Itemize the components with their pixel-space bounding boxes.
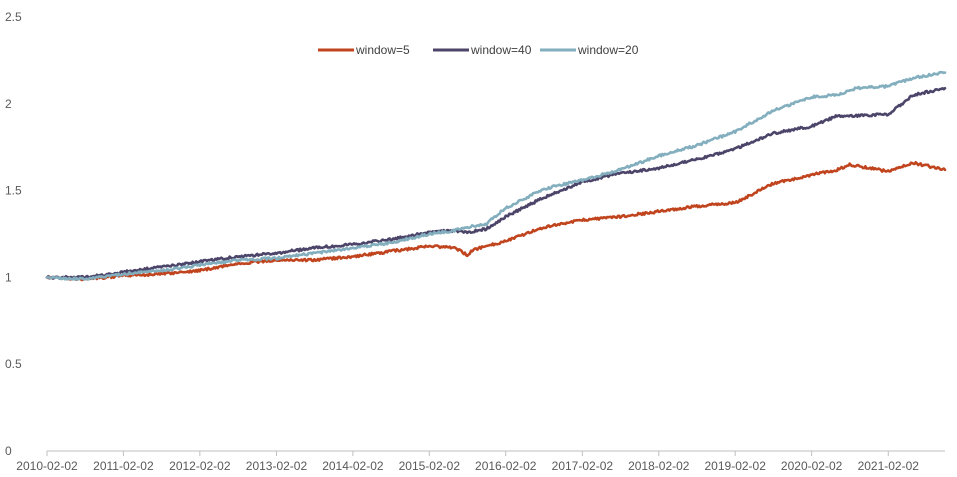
series-lines xyxy=(45,70,947,282)
y-tick-label: 0 xyxy=(5,444,12,458)
x-tick-label: 2018-02-02 xyxy=(628,459,690,473)
x-tick-label: 2017-02-02 xyxy=(552,459,614,473)
x-tick-label: 2010-02-02 xyxy=(16,459,78,473)
x-tick-label: 2021-02-02 xyxy=(858,459,920,473)
series-line-window-40 xyxy=(45,86,947,280)
y-tick-label: 0.5 xyxy=(5,357,22,371)
y-axis-tick-labels: 0 0.5 1 1.5 2 2.5 xyxy=(5,10,22,458)
x-tick-label: 2013-02-02 xyxy=(246,459,308,473)
x-tick-label: 2012-02-02 xyxy=(169,459,231,473)
x-tick-label: 2016-02-02 xyxy=(475,459,537,473)
legend-label: window=20 xyxy=(577,43,639,57)
x-tick-label: 2019-02-02 xyxy=(705,459,767,473)
series-line-window-5 xyxy=(45,161,947,282)
x-tick-label: 2014-02-02 xyxy=(322,459,384,473)
x-tick-label: 2015-02-02 xyxy=(399,459,461,473)
x-tick-label: 2011-02-02 xyxy=(93,459,154,473)
y-tick-label: 2.5 xyxy=(5,10,22,24)
x-axis-ticks xyxy=(46,451,889,456)
y-tick-label: 1.5 xyxy=(5,184,22,198)
y-tick-label: 1 xyxy=(5,270,12,284)
legend: window=5 window=40 window=20 xyxy=(318,43,639,57)
legend-label: window=40 xyxy=(470,43,532,57)
x-axis-tick-labels: 2010-02-02 2011-02-02 2012-02-02 2013-02-02… xyxy=(16,459,919,473)
series-line-window-20 xyxy=(45,70,947,281)
x-tick-label: 2020-02-02 xyxy=(781,459,843,473)
legend-label: window=5 xyxy=(355,43,410,57)
y-tick-label: 2 xyxy=(5,97,12,111)
